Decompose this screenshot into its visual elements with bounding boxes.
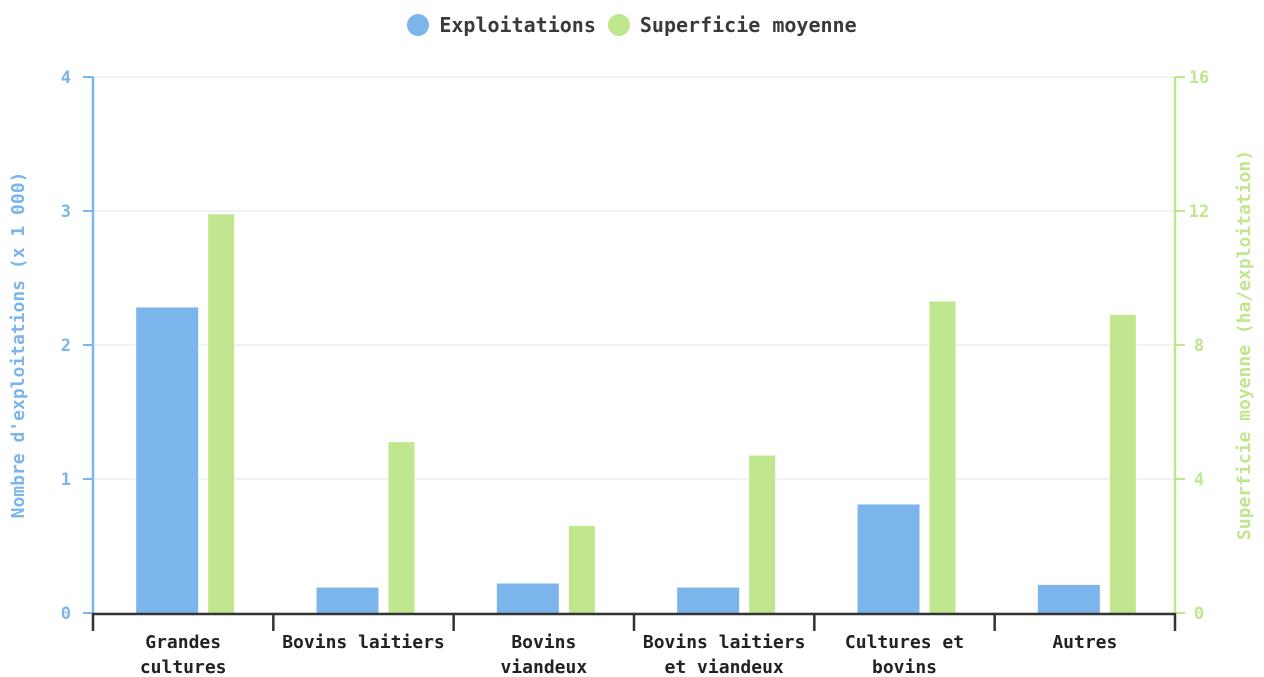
bar-superficie-moyenne[interactable] [749,455,776,613]
x-axis-category-label-line: Cultures et [845,632,964,653]
x-axis-category-label-line: Grandes [145,632,221,653]
x-axis-category-label-line: viandeux [500,657,587,677]
x-axis-category-label-line: Bovins [511,632,576,653]
legend-item-superficie[interactable]: Superficie moyenne [607,13,857,37]
x-axis-category-label-line: Autres [1052,632,1117,653]
bar-superficie-moyenne[interactable] [388,442,415,613]
bar-superficie-moyenne[interactable] [929,301,956,613]
x-axis-category-label: Autres [1052,632,1117,653]
x-axis-category-label-line: bovins [872,657,937,677]
left-axis-tick-label: 2 [61,336,71,356]
left-axis-tick-label: 1 [61,470,71,490]
right-axis-tick-label: 12 [1189,202,1209,222]
chart-legend: Exploitations Superficie moyenne [0,10,1264,40]
bar-exploitations[interactable] [857,504,920,613]
x-axis-category-label-line: cultures [140,657,227,677]
bar-superficie-moyenne[interactable] [568,525,595,613]
legend-swatch-exploitations [407,14,430,36]
x-axis-category-label-line: Bovins laitiers [643,632,806,653]
left-axis-title: Nombre d'exploitations (x 1 000) [8,172,29,519]
bar-exploitations[interactable] [1037,584,1100,613]
legend-item-exploitations[interactable]: Exploitations [407,13,596,37]
x-axis-category-label: Bovins viandeux [500,632,587,677]
left-axis-tick-label: 0 [61,604,71,624]
right-axis-title: Superficie moyenne (ha/exploitation) [1234,150,1255,540]
x-axis-category-label-line: et viandeux [665,657,784,677]
left-axis-tick-label: 4 [61,68,71,88]
legend-label-exploitations: Exploitations [439,13,596,37]
bar-exploitations[interactable] [496,583,559,613]
x-axis-category-label: Bovins laitiers [282,632,445,653]
right-axis-tick-label: 8 [1194,336,1204,356]
right-axis-tick-label: 4 [1194,470,1204,490]
x-axis-category-label: Grandes cultures [140,632,227,677]
bar-exploitations[interactable] [136,307,199,613]
legend-label-superficie: Superficie moyenne [639,13,857,37]
legend-swatch-superficie [607,14,630,36]
bar-superficie-moyenne[interactable] [1109,314,1136,613]
right-axis-tick-label: 0 [1194,604,1204,624]
bar-superficie-moyenne[interactable] [208,214,235,613]
x-axis-category-label: Cultures et bovins [845,632,964,677]
left-axis-tick-label: 3 [61,202,71,222]
right-axis-tick-label: 16 [1189,68,1209,88]
bar-exploitations[interactable] [677,587,740,613]
x-axis-category-label: Bovins laitiers et viandeux [643,632,806,677]
x-axis-category-label-line: Bovins laitiers [282,632,445,653]
bar-exploitations[interactable] [316,587,379,613]
